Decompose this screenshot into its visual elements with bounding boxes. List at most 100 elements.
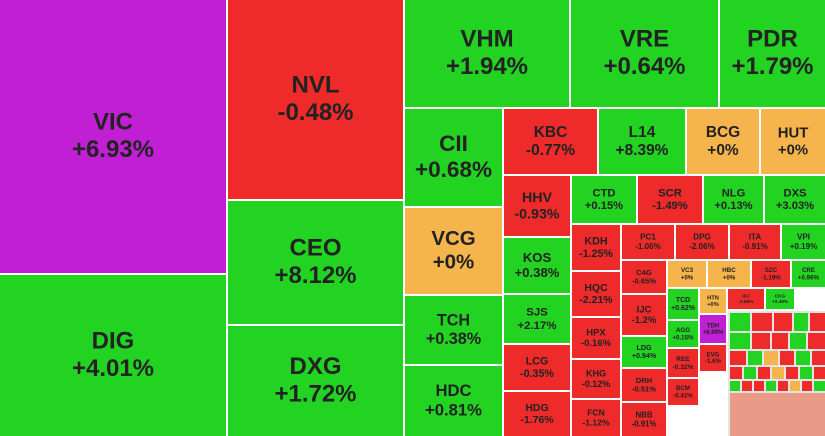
tile xyxy=(668,349,698,377)
change: -1.2% xyxy=(632,315,657,326)
ticker: C4G xyxy=(636,268,652,277)
tile xyxy=(802,381,812,391)
change: +6.93% xyxy=(72,136,154,163)
ticker: CII xyxy=(439,131,468,156)
tile xyxy=(700,289,726,313)
change: -2.21% xyxy=(579,295,613,306)
tile xyxy=(772,333,788,349)
change: +0% xyxy=(707,302,719,308)
tile xyxy=(405,366,502,436)
change: +0.15% xyxy=(672,334,694,341)
change: +0.15% xyxy=(585,200,623,212)
tile xyxy=(704,176,763,223)
tile xyxy=(730,225,780,259)
tile xyxy=(0,0,226,273)
change: +0.62% xyxy=(671,305,696,312)
tile xyxy=(504,176,570,236)
tile xyxy=(572,176,636,223)
tile xyxy=(766,289,794,309)
ticker: HDC xyxy=(435,381,471,400)
ticker: EVG xyxy=(707,352,720,358)
tile xyxy=(405,109,502,206)
ticker: SJS xyxy=(526,307,548,319)
ticker: CKG xyxy=(775,294,786,300)
ticker: TCD xyxy=(676,297,690,304)
tile xyxy=(572,360,620,398)
tile xyxy=(772,367,784,379)
tile xyxy=(504,295,570,343)
tile xyxy=(742,381,752,391)
ticker: IJC xyxy=(637,304,652,315)
ticker: DRH xyxy=(636,376,653,385)
ticker: HUT xyxy=(778,125,809,141)
change: -1.12% xyxy=(582,417,610,427)
ticker: HQC xyxy=(584,283,608,294)
ticker: KHG xyxy=(586,368,606,378)
ticker: BCG xyxy=(706,124,740,141)
ticker: VHM xyxy=(460,26,513,53)
ticker: HTN xyxy=(707,295,719,301)
tile xyxy=(228,201,403,324)
tile xyxy=(752,261,790,287)
change: -0.93% xyxy=(514,206,560,222)
change: +1.72% xyxy=(274,381,356,408)
change: -0.91% xyxy=(742,242,768,251)
change: -1.19% xyxy=(761,274,781,281)
ticker: SZC xyxy=(765,267,778,274)
tile xyxy=(752,333,770,349)
change: -0.51% xyxy=(632,385,656,394)
tile xyxy=(599,109,685,174)
change: +0.38% xyxy=(426,330,481,348)
change: +1.79% xyxy=(731,53,813,80)
ticker: NVL xyxy=(292,72,340,99)
ticker: DIG xyxy=(92,328,135,355)
tile xyxy=(744,367,756,379)
tile xyxy=(668,379,698,405)
tile xyxy=(792,261,825,287)
change: +8.39% xyxy=(616,142,669,159)
ticker: LCG xyxy=(526,355,549,367)
change: -0.91% xyxy=(632,419,657,428)
ticker: REE xyxy=(676,356,690,363)
tile xyxy=(668,321,698,347)
ticker: NLG xyxy=(722,187,746,199)
tile xyxy=(730,367,742,379)
change: +0.19% xyxy=(790,242,818,251)
ticker: HDG xyxy=(525,403,548,414)
change: +0.64% xyxy=(603,53,685,80)
tile xyxy=(730,351,746,365)
tile xyxy=(812,351,825,365)
tile xyxy=(790,333,806,349)
tile xyxy=(774,313,792,331)
tile xyxy=(228,326,403,436)
change: -1.49% xyxy=(652,200,687,212)
ticker: KBC xyxy=(534,124,568,141)
ticker: HBC xyxy=(722,267,736,274)
ticker: VC3 xyxy=(681,267,694,274)
tile xyxy=(730,381,740,391)
tile xyxy=(796,351,810,365)
tile xyxy=(720,0,825,107)
tile xyxy=(622,225,674,259)
change: +8.12% xyxy=(274,262,356,289)
ticker: CRE xyxy=(802,267,815,274)
tile xyxy=(782,225,825,259)
tile xyxy=(622,261,666,293)
change: -0.12% xyxy=(582,379,611,389)
tile xyxy=(504,392,570,436)
tile xyxy=(752,313,772,331)
ticker: NBB xyxy=(636,410,653,419)
change: -0.35% xyxy=(520,368,554,380)
change: -0.77% xyxy=(526,142,575,159)
ticker: HPX xyxy=(586,327,606,338)
change: -0.41% xyxy=(673,392,693,399)
change: -1.76% xyxy=(520,415,554,426)
ticker: TDH xyxy=(707,323,719,329)
tile xyxy=(761,109,825,174)
tile xyxy=(764,351,778,365)
ticker: CTD xyxy=(593,187,616,199)
change: +0.13% xyxy=(714,200,752,212)
ticker: BCM xyxy=(676,385,690,392)
ticker: VIC xyxy=(93,109,133,136)
